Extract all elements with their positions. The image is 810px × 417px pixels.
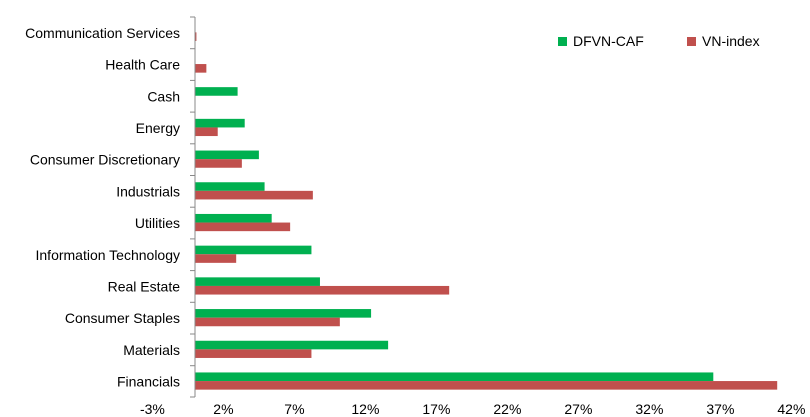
bar-vn-index xyxy=(195,381,778,390)
legend-swatch xyxy=(558,37,567,46)
axes-group xyxy=(190,16,196,398)
bar-vn-index xyxy=(195,222,291,232)
bar-dfvn-caf xyxy=(195,372,714,382)
x-tick-label: 7% xyxy=(284,401,304,417)
bar-vn-index xyxy=(195,159,242,168)
category-label: Energy xyxy=(136,120,180,136)
category-label: Industrials xyxy=(116,183,180,199)
x-tick-label: 27% xyxy=(564,401,592,417)
x-tick-label: 17% xyxy=(422,401,450,417)
x-tick-label: 32% xyxy=(635,401,663,417)
category-label: Materials xyxy=(123,342,180,358)
category-label: Consumer Discretionary xyxy=(30,152,180,168)
legend: DFVN-CAF VN-index xyxy=(558,33,760,49)
category-label: Communication Services xyxy=(25,25,180,41)
legend-label: DFVN-CAF xyxy=(573,33,644,49)
legend-label: VN-index xyxy=(702,33,760,49)
x-tick-label: -3% xyxy=(140,401,165,417)
category-labels: Communication Services Health Care Cash Ene… xyxy=(25,25,180,390)
x-tick-label: 42% xyxy=(777,401,805,417)
category-label: Health Care xyxy=(105,57,180,73)
bar-dfvn-caf xyxy=(195,118,245,128)
x-tick-label: 2% xyxy=(213,401,233,417)
category-label: Cash xyxy=(147,88,180,104)
category-label: Information Technology xyxy=(36,247,181,263)
x-tick-labels: -3% 2% 7% 12% 17% 22% 27% 32% 37% 42% xyxy=(140,401,805,417)
bar-vn-index xyxy=(195,317,340,327)
bars-group xyxy=(195,32,778,390)
x-tick-label: 12% xyxy=(351,401,379,417)
bar-dfvn-caf xyxy=(195,182,265,191)
bar-vn-index xyxy=(195,127,218,137)
bar-dfvn-caf xyxy=(195,309,372,318)
bar-dfvn-caf xyxy=(195,213,272,223)
bar-dfvn-caf xyxy=(195,340,389,350)
category-label: Real Estate xyxy=(108,278,181,294)
x-tick-label: 37% xyxy=(706,401,734,417)
bar-vn-index xyxy=(195,349,312,358)
bar-vn-index xyxy=(195,190,313,200)
bar-dfvn-caf xyxy=(195,277,320,286)
bar-vn-index xyxy=(195,32,197,41)
bar-dfvn-caf xyxy=(195,245,312,255)
bar-dfvn-caf xyxy=(195,150,259,160)
bar-vn-index xyxy=(195,254,237,263)
bar-vn-index xyxy=(195,64,207,73)
category-label: Consumer Staples xyxy=(65,310,180,326)
legend-swatch xyxy=(687,37,696,46)
bar-vn-index xyxy=(195,285,450,295)
x-tick-label: 22% xyxy=(493,401,521,417)
category-label: Financials xyxy=(117,374,180,390)
category-label: Utilities xyxy=(135,215,180,231)
bar-dfvn-caf xyxy=(195,87,238,96)
